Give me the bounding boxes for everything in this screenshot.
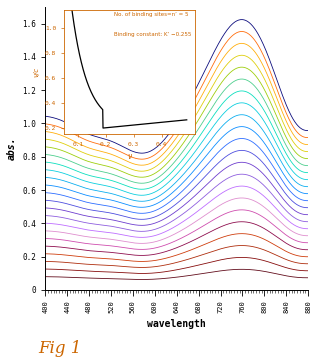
- Text: Fig 1: Fig 1: [38, 341, 81, 357]
- X-axis label: wavelength: wavelength: [147, 319, 206, 329]
- Y-axis label: abs.: abs.: [7, 137, 17, 160]
